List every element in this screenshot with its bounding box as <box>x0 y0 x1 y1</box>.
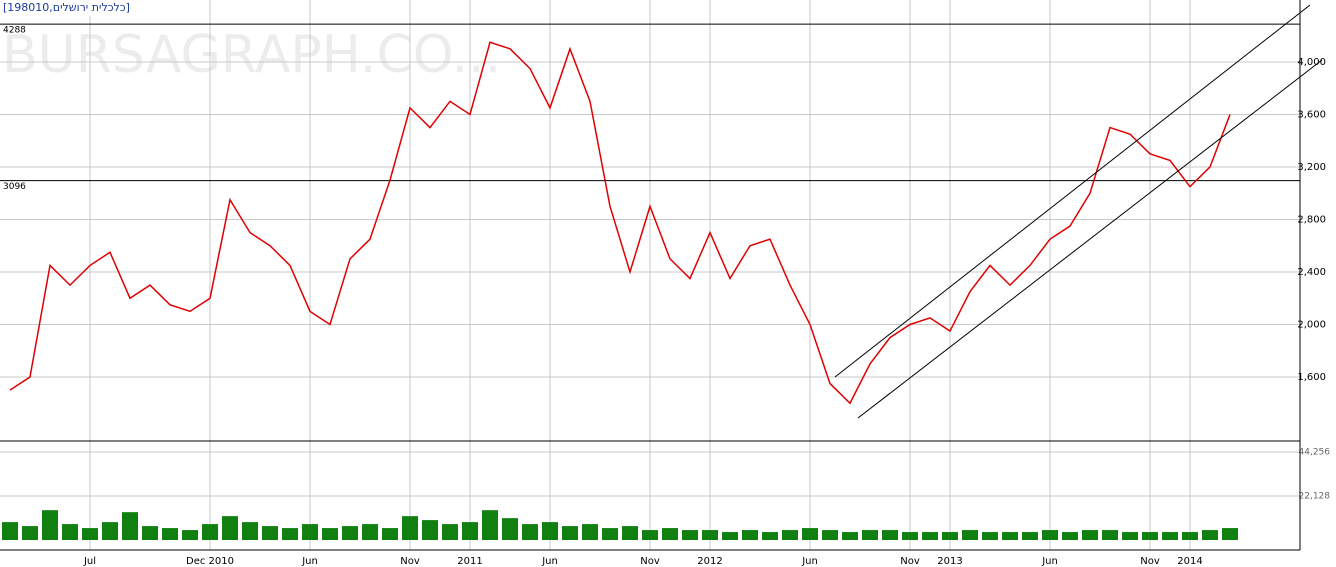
y-tick-label: 3,600 <box>1297 109 1326 120</box>
volume-bar <box>382 528 398 540</box>
title-box <box>0 0 148 16</box>
x-tick-label: Nov <box>1140 556 1160 567</box>
x-tick-label: 2014 <box>1177 556 1202 567</box>
volume-bar <box>1022 532 1038 540</box>
volume-bar <box>302 524 318 540</box>
volume-bar <box>1042 530 1058 540</box>
y-tick-label: 44,256 <box>1299 447 1331 457</box>
y-tick-label: 4,000 <box>1297 57 1326 68</box>
volume-bar <box>1182 532 1198 540</box>
volume-bar <box>422 520 438 540</box>
volume-bar <box>662 528 678 540</box>
volume-bar <box>242 522 258 540</box>
volume-bar <box>942 532 958 540</box>
volume-bar <box>682 530 698 540</box>
y-tick-label: 2,800 <box>1297 214 1326 225</box>
volume-bar <box>442 524 458 540</box>
price-line <box>9 41 1231 405</box>
trend-line <box>857 59 1323 419</box>
volume-bar <box>702 530 718 540</box>
volume-bar <box>122 512 138 540</box>
volume-bar <box>862 530 878 540</box>
volume-bar <box>22 526 38 540</box>
volume-bar <box>902 532 918 540</box>
x-tick-label: 2013 <box>937 556 962 567</box>
volume-bar <box>722 532 738 540</box>
volume-bar <box>782 530 798 540</box>
x-tick-label: Jun <box>301 556 318 567</box>
volume-bar <box>82 528 98 540</box>
volume-bar <box>322 528 338 540</box>
volume-bar <box>222 516 238 540</box>
volume-bar <box>962 530 978 540</box>
volume-bar <box>62 524 78 540</box>
volume-bar <box>522 524 538 540</box>
x-tick-label: Jun <box>1041 556 1058 567</box>
volume-bar <box>282 528 298 540</box>
volume-bar <box>842 532 858 540</box>
volume-bar <box>1122 532 1138 540</box>
volume-bar <box>582 524 598 540</box>
y-tick-label: 3,200 <box>1297 162 1326 173</box>
volume-bar <box>1222 528 1238 540</box>
volume-bar <box>262 526 278 540</box>
volume-bar <box>762 532 778 540</box>
volume-bar <box>462 522 478 540</box>
volume-bar <box>622 526 638 540</box>
reference-label: 4288 <box>3 26 26 36</box>
volume-bar <box>1142 532 1158 540</box>
volume-bar <box>402 516 418 540</box>
volume-bar <box>1062 532 1078 540</box>
y-tick-label: 1,600 <box>1297 372 1326 383</box>
x-tick-label: Jun <box>801 556 818 567</box>
x-tick-label: Nov <box>400 556 420 567</box>
y-tick-label: 2,400 <box>1297 267 1326 278</box>
volume-bar <box>1162 532 1178 540</box>
volume-bar <box>562 526 578 540</box>
volume-bar <box>102 522 118 540</box>
x-tick-label: Jun <box>541 556 558 567</box>
volume-bar <box>802 528 818 540</box>
volume-bar <box>182 530 198 540</box>
volume-bar <box>1202 530 1218 540</box>
volume-bar <box>1082 530 1098 540</box>
x-tick-label: Dec 2010 <box>186 556 234 567</box>
x-tick-label: 2012 <box>697 556 722 567</box>
x-tick-label: Nov <box>900 556 920 567</box>
volume-bar <box>642 530 658 540</box>
volume-bar <box>542 522 558 540</box>
volume-bar <box>142 526 158 540</box>
reference-label: 3096 <box>3 182 26 192</box>
watermark: BURSAGRAPH.CO... <box>2 25 501 85</box>
chart-title: [כלכלית ירושלים,198010] <box>3 1 130 14</box>
volume-bar <box>1002 532 1018 540</box>
volume-bar <box>822 530 838 540</box>
volume-bar <box>162 528 178 540</box>
x-tick-label: Nov <box>640 556 660 567</box>
volume-bar <box>1102 530 1118 540</box>
y-tick-label: 22,128 <box>1299 491 1331 501</box>
trend-line <box>834 4 1311 378</box>
volume-bar <box>362 524 378 540</box>
volume-bar <box>502 518 518 540</box>
volume-bar <box>482 510 498 540</box>
x-tick-label: 2011 <box>457 556 482 567</box>
volume-bar <box>602 528 618 540</box>
volume-bar <box>882 530 898 540</box>
x-tick-label: Jul <box>83 556 96 567</box>
y-tick-label: 2,000 <box>1297 319 1326 330</box>
volume-bar <box>742 530 758 540</box>
volume-bar <box>2 522 18 540</box>
volume-bar <box>42 510 58 540</box>
volume-bar <box>342 526 358 540</box>
volume-bar <box>202 524 218 540</box>
volume-bar <box>982 532 998 540</box>
volume-bar <box>922 532 938 540</box>
